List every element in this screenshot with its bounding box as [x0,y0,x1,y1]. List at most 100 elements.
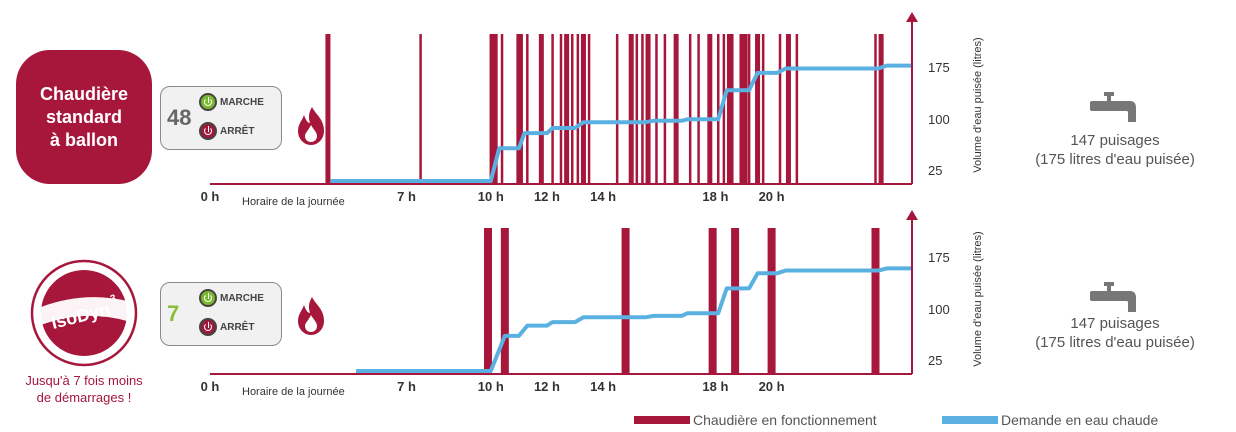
burner-bar [778,34,782,184]
burner-bar [795,34,799,184]
x-tick-label: 14 h [590,189,616,204]
burner-bar [726,34,732,184]
marche-label: MARCHE [220,292,264,304]
burner-bar [708,228,717,374]
start-count-box-standard: 48 MARCHE ARRÊT [160,86,282,150]
burner-bar [419,34,422,184]
burner-bar [580,34,586,184]
legend-burner: Chaudière en fonctionnement [634,412,877,428]
y-tick-label: 25 [928,163,942,178]
flame-icon [298,107,324,145]
x-tick-label: 18 h [702,189,728,204]
burner-bar [551,34,554,184]
arret-label: ARRÊT [220,125,255,137]
x-tick-label: 0 h [201,379,220,394]
burner-bar [587,34,591,184]
legend-burner-swatch [634,416,690,424]
demand-line [330,63,912,183]
burner-bar [731,34,734,184]
legend-demand-swatch [942,416,998,424]
y-tick-label: 175 [928,250,950,265]
y-axis-arrow [906,210,918,220]
power-off-icon [199,318,217,336]
burner-bar [645,34,651,184]
burner-bar [739,34,742,184]
burner-bar [483,228,492,374]
legend-demand: Demande en eau chaude [942,412,1158,428]
isodyn-logo-sup: 3 [109,293,117,305]
marche-label: MARCHE [220,96,264,108]
burner-bar [716,34,720,184]
draw-summary-isodyn: 147 puisages (175 litres d'eau puisée) [1035,315,1195,351]
burner-bar [871,228,880,374]
x-tick-label: 20 h [759,189,785,204]
x-tick-label: 0 h [201,189,220,204]
y-tick-label: 175 [928,60,950,75]
burner-bar [878,34,884,184]
x-tick-label: 14 h [590,379,616,394]
burner-bar [745,34,748,184]
burner-bar [655,34,658,184]
x-tick-label: 7 h [397,379,416,394]
y-axis-arrow [906,12,918,22]
burner-bar [722,34,726,184]
burner-bar [688,34,692,184]
x-axis-label: Horaire de la journée [242,386,345,398]
power-on-icon [199,93,217,111]
burner-bar [576,34,580,184]
y-axis-title: Volume d'eau puisée (litres) [972,231,984,366]
burner-bar [500,34,504,184]
burner-bar [500,228,509,374]
chart-panel-1: 0 h 7 h 10 h 12 h 14 h 18 h 20 h Horaire de la … [201,12,1136,208]
burner-bar [707,34,713,184]
standard-boiler-badge: Chaudière standard à ballon [16,50,152,184]
power-on-icon [199,289,217,307]
burner-bar [874,34,877,184]
burner-bar [520,34,523,184]
burner-bar [767,228,776,374]
burner-bar [641,34,644,184]
start-count: 48 [167,105,192,130]
start-count-box-isodyn: 7 MARCHE ARRÊT [160,282,282,346]
x-tick-label: 7 h [397,189,416,204]
x-tick-label: 20 h [759,379,785,394]
y-tick-label: 25 [928,353,942,368]
burner-bar [628,34,634,184]
burner-bar [621,228,630,374]
y-tick-label: 100 [928,302,950,317]
burner-bar [516,34,522,184]
burner-bar [673,34,679,184]
burner-bar [559,34,563,184]
start-count: 7 [167,301,180,326]
flame-icon [298,297,324,335]
burner-bar [731,228,740,374]
x-tick-label: 10 h [478,379,504,394]
burner-bar [570,34,574,184]
y-tick-label: 100 [928,112,950,127]
burner-bar [741,34,747,184]
burner-bar [747,34,751,184]
burner-bar [761,34,765,184]
legend-burner-label: Chaudière en fonctionnement [693,412,877,428]
burner-bar [785,34,791,184]
burner-bar [325,34,331,184]
x-axis-label: Horaire de la journée [242,196,345,208]
burner-bar [697,34,700,184]
burner-bar [663,34,667,184]
burner-bar [489,34,493,184]
burner-bar [564,34,570,184]
demand-line [356,266,912,373]
power-off-icon [199,122,217,140]
burner-bar [491,34,497,184]
water-tap-icon [1090,282,1136,312]
chart-panel-2: 0 h 7 h 10 h 12 h 14 h 18 h 20 h Horaire de la … [201,210,1136,398]
draw-summary-standard: 147 puisages (175 litres d'eau puisée) [1035,132,1195,168]
isodyn-tagline: Jusqu'à 7 fois moins de démarrages ! [25,373,143,405]
water-tap-icon [1090,92,1136,122]
legend-demand-label: Demande en eau chaude [1001,412,1159,428]
burner-bar [495,34,498,184]
burner-bar [635,34,639,184]
burner-bar [526,34,529,184]
burner-bar [615,34,619,184]
